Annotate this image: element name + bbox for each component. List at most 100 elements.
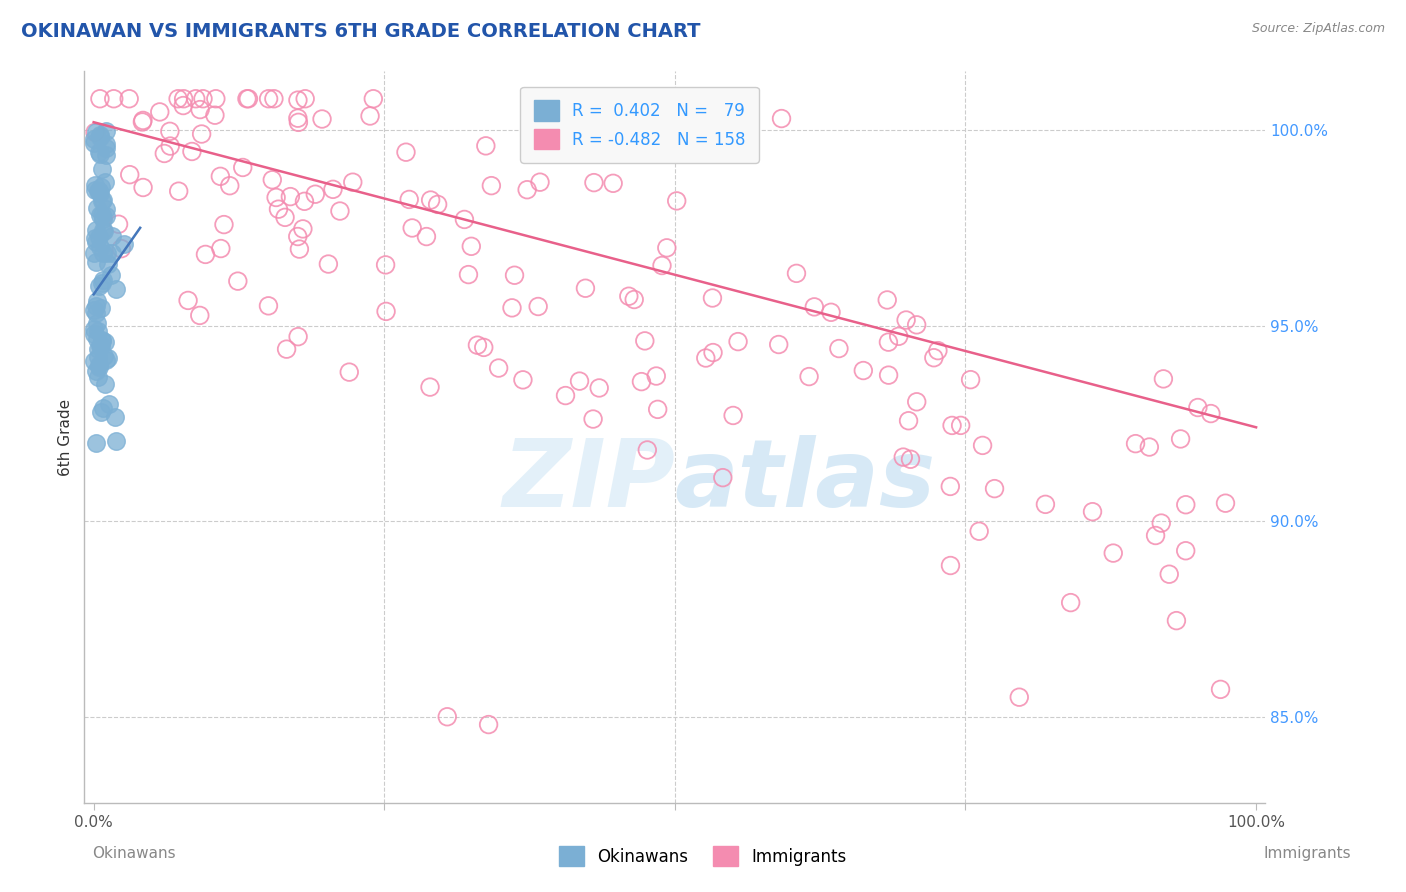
Point: [132, 180, 155, 194]
Point: [112, 236, 135, 251]
Point: [94, 147, 117, 161]
Point: [342, 175, 364, 189]
Point: [132, 113, 155, 128]
Point: [475, 139, 498, 153]
Text: Immigrants: Immigrants: [1264, 846, 1351, 861]
Point: [721, 409, 744, 423]
Point: [98, 397, 121, 411]
Point: [967, 524, 990, 539]
Point: [90, 194, 112, 208]
Point: [887, 329, 910, 343]
Point: [1150, 516, 1173, 530]
Point: [153, 146, 176, 161]
Point: [190, 127, 212, 141]
Point: [803, 300, 825, 314]
Point: [209, 169, 232, 184]
Point: [159, 124, 181, 138]
Point: [97, 351, 120, 365]
Point: [1199, 407, 1222, 421]
Point: [86, 125, 108, 139]
Point: [655, 241, 678, 255]
Point: [1170, 432, 1192, 446]
Point: [84, 306, 107, 320]
Point: [87, 359, 110, 374]
Point: [398, 193, 420, 207]
Point: [263, 92, 285, 106]
Point: [218, 178, 240, 193]
Point: [89, 147, 111, 161]
Point: [983, 482, 1005, 496]
Point: [1060, 596, 1083, 610]
Point: [89, 208, 111, 222]
Text: ZIP: ZIP: [502, 435, 675, 527]
Point: [94, 334, 117, 349]
Point: [90, 179, 112, 194]
Point: [96, 209, 118, 223]
Point: [84, 125, 107, 139]
Point: [236, 92, 259, 106]
Point: [527, 300, 550, 314]
Point: [87, 230, 110, 244]
Point: [101, 229, 124, 244]
Point: [1081, 505, 1104, 519]
Point: [927, 343, 949, 358]
Point: [91, 223, 114, 237]
Point: [226, 274, 249, 288]
Point: [118, 92, 141, 106]
Point: [891, 450, 914, 464]
Point: [167, 92, 190, 106]
Point: [90, 334, 112, 348]
Point: [86, 201, 108, 215]
Point: [172, 98, 194, 112]
Point: [90, 338, 112, 352]
Point: [118, 168, 141, 182]
Point: [623, 293, 645, 307]
Point: [636, 442, 658, 457]
Point: [630, 375, 652, 389]
Point: [1174, 543, 1197, 558]
Point: [797, 369, 820, 384]
Point: [87, 370, 110, 384]
Point: [257, 299, 280, 313]
Point: [181, 145, 204, 159]
Point: [280, 189, 302, 203]
Point: [104, 410, 127, 425]
Point: [645, 369, 668, 384]
Point: [554, 388, 576, 402]
Point: [1209, 682, 1232, 697]
Point: [501, 301, 523, 315]
Point: [103, 92, 125, 106]
Point: [1102, 546, 1125, 560]
Point: [94, 124, 117, 138]
Point: [359, 109, 381, 123]
Point: [419, 380, 441, 394]
Point: [87, 184, 110, 198]
Point: [922, 351, 945, 365]
Point: [785, 266, 807, 280]
Point: [436, 710, 458, 724]
Point: [291, 222, 314, 236]
Point: [87, 358, 110, 372]
Point: [1187, 401, 1209, 415]
Point: [568, 374, 591, 388]
Point: [1215, 496, 1237, 510]
Point: [516, 183, 538, 197]
Point: [159, 139, 181, 153]
Point: [209, 242, 232, 256]
Point: [264, 190, 287, 204]
Legend: Okinawans, Immigrants: Okinawans, Immigrants: [551, 838, 855, 875]
Point: [647, 402, 669, 417]
Point: [87, 185, 110, 199]
Point: [287, 229, 309, 244]
Point: [89, 186, 111, 200]
Point: [86, 317, 108, 331]
Point: [602, 177, 624, 191]
Point: [90, 301, 112, 316]
Point: [1166, 614, 1188, 628]
Point: [375, 304, 398, 318]
Point: [419, 193, 441, 207]
Point: [318, 257, 340, 271]
Point: [852, 363, 875, 377]
Legend: R =  0.402   N =   79, R = -0.482   N = 158: R = 0.402 N = 79, R = -0.482 N = 158: [520, 87, 759, 162]
Point: [110, 242, 132, 256]
